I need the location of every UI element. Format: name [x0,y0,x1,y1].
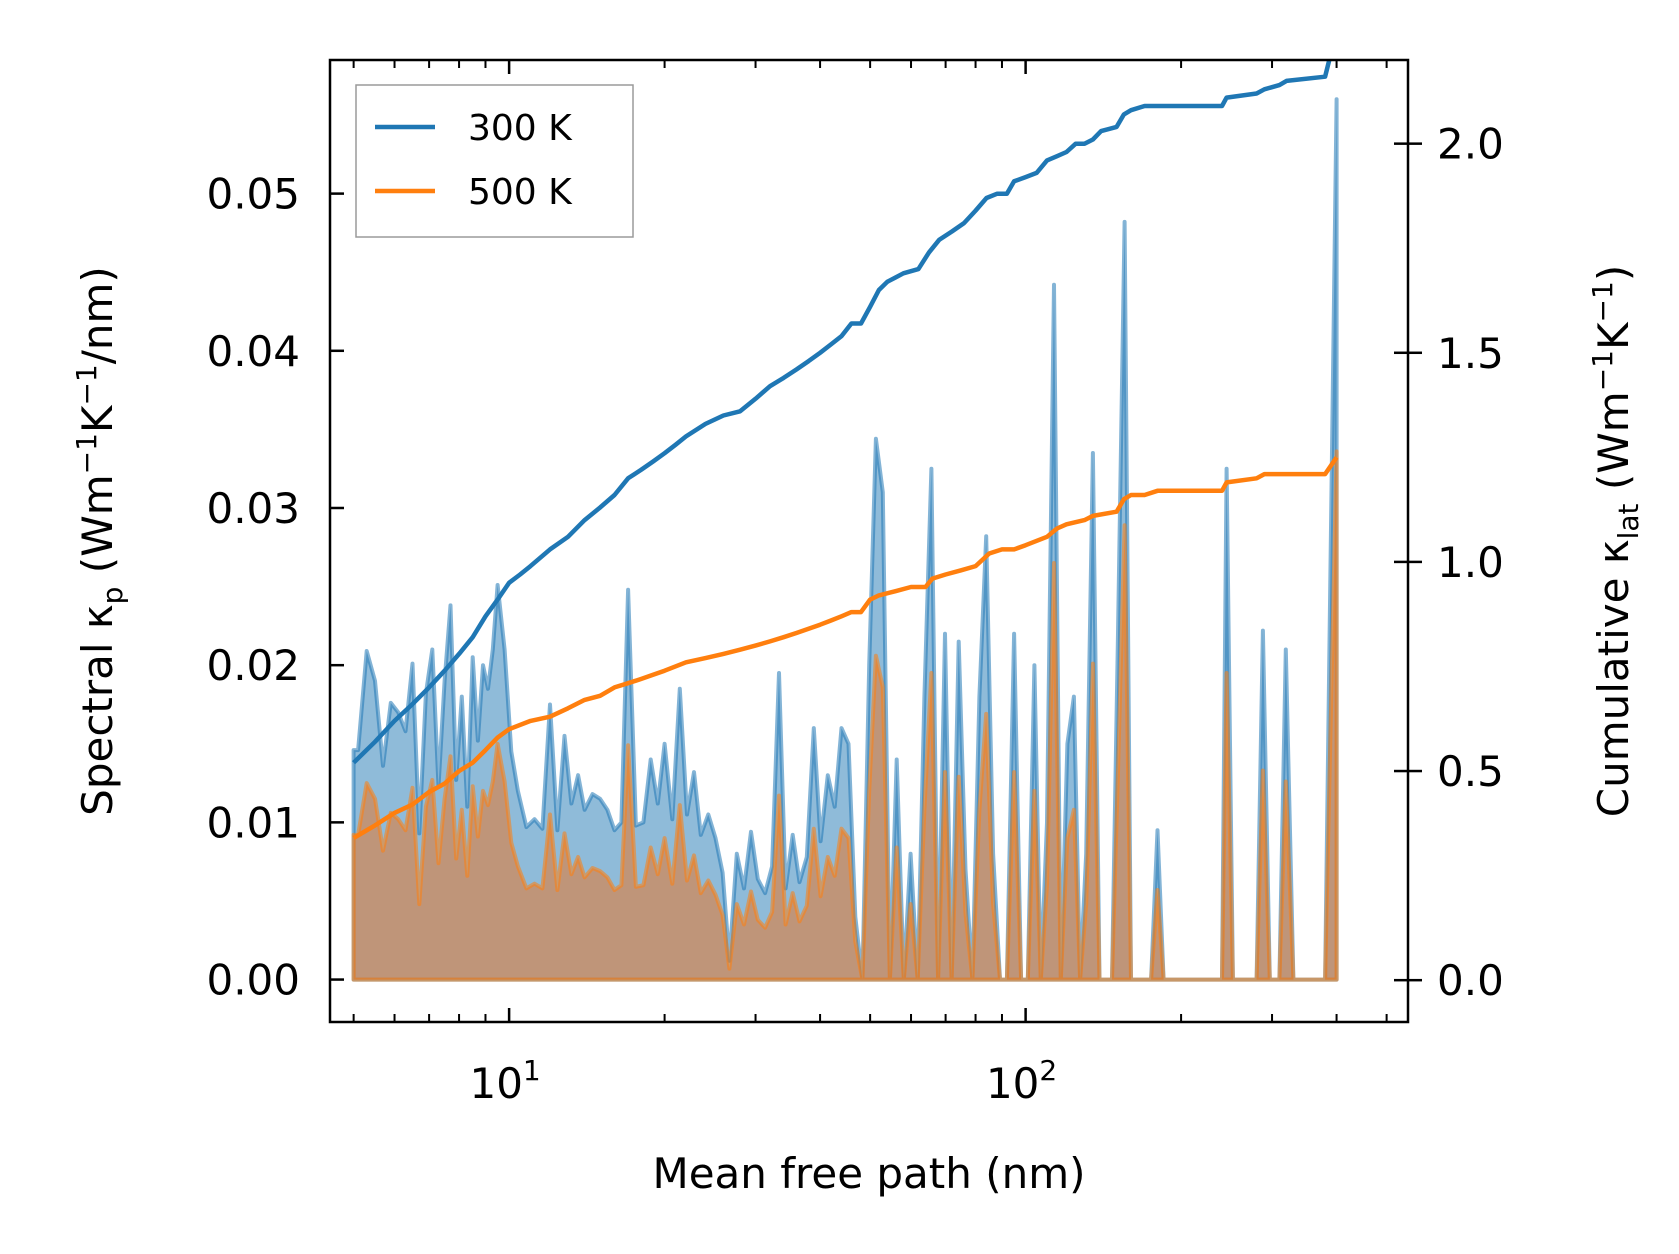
x-axis-label: Mean free path (nm) [652,1149,1085,1198]
y-left-label-unit-pre: (Wm [73,474,122,586]
y-right-label-sup2: −1 [1586,281,1619,322]
cumulative-lines [352,60,1339,840]
x-tick-base: 10 [469,1059,522,1108]
spectral-fills [351,97,1339,982]
y-left-tick-label: 0.03 [206,484,300,533]
y-left-label-sub: p [96,587,129,605]
y-left-tick-label: 0.05 [206,170,300,219]
legend-box [355,84,634,238]
plot-frame [328,58,1410,1024]
y-left-label-sup1: −1 [70,433,103,474]
legend: 300 K 500 K [355,84,634,238]
x-tick-exponent: 2 [1039,1054,1057,1087]
y-right-axis-label: Cumulative κlat (Wm−1K−1) [1586,265,1645,817]
y-right-tick-label: 0.0 [1437,956,1504,1005]
y-left-label-sup2: −1 [70,364,103,405]
y-right-label-sub: lat [1612,503,1645,539]
y-right-label-prefix: Cumulative κ [1589,539,1638,817]
y-left-tick-label: 0.04 [206,327,300,376]
x-tick-base: 10 [986,1059,1039,1108]
y-left-label-unit-post: /nm) [73,266,122,364]
y-right-tick-label: 2.0 [1437,120,1504,169]
y-right-label-sup1: −1 [1586,350,1619,391]
y-left-tick-label: 0.01 [206,798,300,847]
y-left-tick-label: 0.00 [206,956,300,1005]
y-right-tick-label: 1.5 [1437,329,1504,378]
x-tick-label: 102 [986,1054,1057,1108]
y-left-label-prefix: Spectral κ [73,604,122,816]
y-right-tick-label: 0.5 [1437,747,1504,796]
legend-label-300k: 300 K [468,108,573,149]
cumulative-line-500k [352,456,1339,840]
cumulative-line-300k [352,60,1332,765]
y-right-label-unit-post: ) [1589,265,1638,281]
legend-label-500k: 500 K [468,172,573,213]
y-left-tick-label: 0.02 [206,641,300,690]
y-right-label-unit-mid: K [1589,321,1638,350]
axis-ticks: 101 1020.000.010.020.030.040.050.00.51.01… [206,60,1504,1108]
y-left-axis-label: Spectral κp (Wm−1K−1/nm) [70,266,129,816]
x-tick-exponent: 1 [523,1054,541,1087]
y-left-label-unit-mid: K [73,404,122,433]
x-tick-label: 101 [469,1054,540,1108]
y-right-label-unit-pre: (Wm [1589,391,1638,503]
y-right-tick-label: 1.0 [1437,538,1504,587]
spectral-area-500k [351,449,1339,982]
